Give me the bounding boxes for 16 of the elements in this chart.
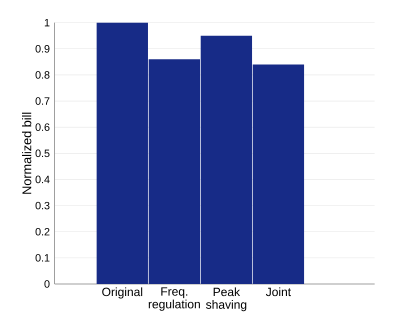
y-tick-label: 0.9 (36, 45, 50, 53)
y-axis-title: Normalized bill (22, 112, 32, 194)
y-tick-label: 1 (44, 18, 50, 26)
x-tick-label: Joint (266, 287, 291, 296)
y-tick-label: 0.5 (36, 150, 50, 158)
x-tick-label: Freq. regulation (148, 287, 200, 311)
y-tick-label: 0.7 (36, 97, 50, 105)
y-tick-label: 0.8 (36, 71, 50, 79)
y-tick-label: 0.2 (36, 228, 50, 236)
x-tick-label: Peak shaving (206, 287, 246, 312)
x-tick-label: Original (102, 287, 142, 299)
y-tick-label: 0.3 (36, 202, 50, 210)
y-tick-label: 0.6 (36, 123, 50, 131)
y-tick-label: 0.1 (36, 254, 50, 262)
y-tick-label: 0.4 (36, 176, 50, 184)
y-tick-label: 0 (44, 280, 50, 288)
